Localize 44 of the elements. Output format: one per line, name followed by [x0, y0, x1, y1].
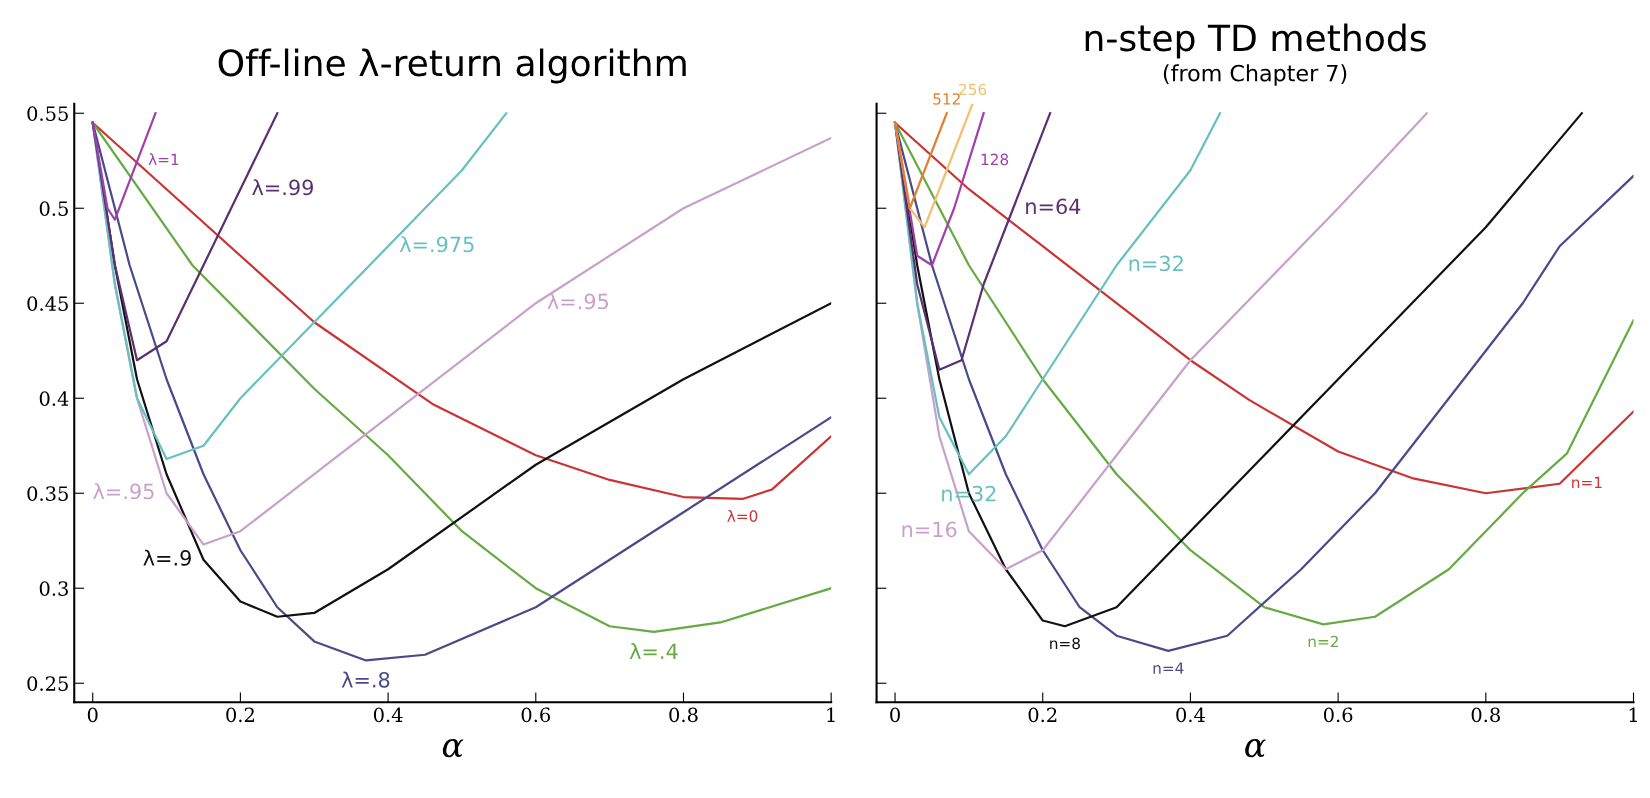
chart-title: n-step TD methods	[1085, 23, 1426, 59]
annotation: 256	[959, 83, 987, 96]
annotation: λ=.4	[629, 643, 678, 659]
y-tick-label: 0.35	[27, 486, 68, 501]
annotation: n=32	[1129, 255, 1183, 272]
x-tick-label: 1	[827, 707, 835, 722]
x-axis-title: α	[442, 739, 464, 758]
x-tick-label: 0.8	[669, 707, 698, 723]
annotation: λ=.95	[547, 293, 608, 310]
y-tick-label: 0.45	[27, 296, 68, 311]
y-tick-label: 0.55	[27, 106, 68, 121]
line-series	[91, 112, 508, 461]
y-tick-label: 0.5	[39, 201, 68, 216]
annotation: λ=.975	[399, 236, 474, 253]
annotation: λ=.9	[143, 549, 191, 566]
x-tick-label: 1	[1629, 707, 1637, 722]
chart-title: Off-line λ-return algorithm	[218, 48, 686, 84]
x-tick-label: 0.6	[521, 707, 551, 723]
annotation: n=8	[1050, 637, 1080, 650]
annotation: n=4	[1153, 662, 1184, 674]
annotation: λ=0	[727, 510, 758, 522]
x-tick-label: 0	[87, 707, 98, 723]
annotation: 128	[981, 153, 1009, 166]
chart-subtitle: (from Chapter 7)	[1163, 64, 1347, 86]
y-tick-label: 0.25	[27, 676, 68, 691]
y-tick-label: 0.3	[39, 581, 68, 596]
annotation: λ=.95	[93, 483, 154, 500]
x-tick-label: 0.4	[373, 707, 403, 723]
annotation: λ=1	[148, 153, 179, 165]
x-tick-label: 0.4	[1176, 707, 1205, 723]
annotation: λ=.99	[252, 179, 313, 196]
annotation: n=64	[1026, 198, 1081, 215]
x-tick-label: 0.2	[226, 707, 254, 723]
x-tick-label: 0.2	[1028, 707, 1057, 723]
x-axis-title: α	[1245, 739, 1266, 758]
y-tick-label: 0.4	[39, 391, 69, 406]
x-tick-label: 0.6	[1323, 707, 1353, 723]
x-tick-label: 0	[890, 707, 900, 723]
annotation: λ=.8	[341, 671, 390, 688]
annotation: n=2	[1308, 635, 1338, 648]
annotation: 512	[933, 93, 960, 105]
x-tick-label: 0.8	[1471, 707, 1500, 723]
annotation: n=1	[1572, 476, 1602, 488]
annotation: n=16	[902, 521, 957, 538]
